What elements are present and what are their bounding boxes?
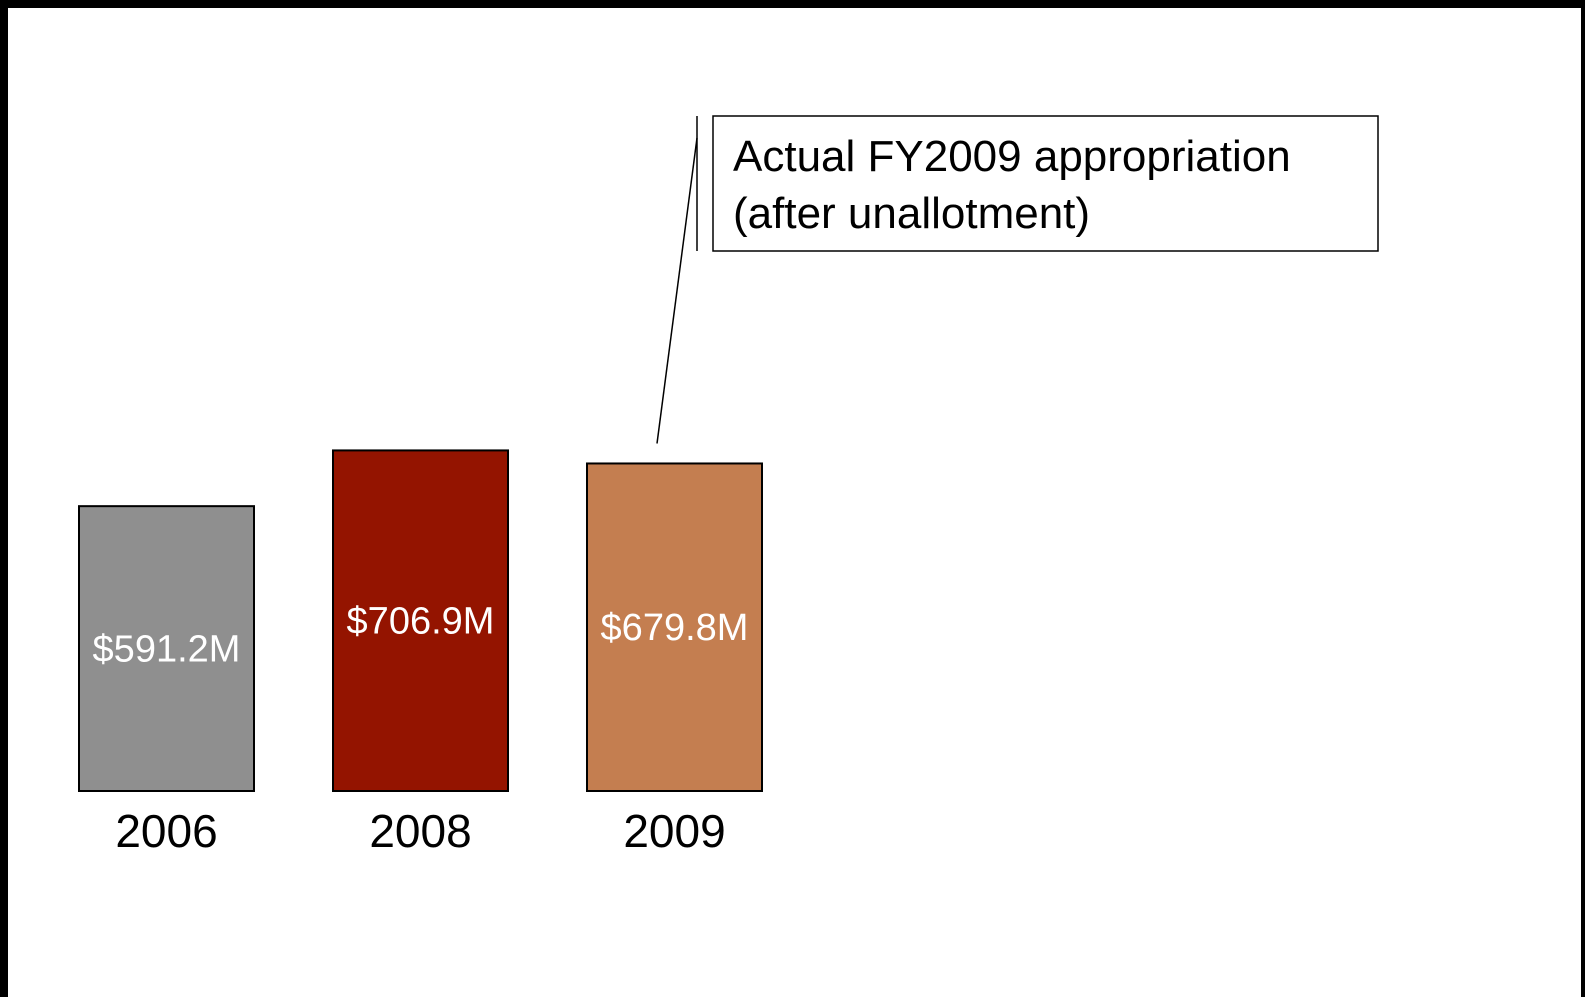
annotation-layer: Actual FY2009 appropriation (after unallo… (656, 115, 1379, 444)
bar-2009 (586, 462, 763, 792)
callout-text: Actual FY2009 appropriation (733, 132, 1291, 181)
callout-box (712, 115, 1379, 252)
bar-chart: $591.2M 2006 $706.9M 2008 $679.8M 2009 Actual… (78, 115, 1379, 857)
bar-value-label: $679.8M (601, 607, 749, 649)
callout-leader-line (656, 137, 698, 444)
bar-2008 (332, 449, 509, 792)
category-label: 2006 (115, 805, 217, 857)
callout-text: (after unallotment) (733, 189, 1090, 238)
category-label: 2009 (623, 805, 725, 857)
bars-layer: $591.2M 2006 $706.9M 2008 $679.8M 2009 (78, 449, 763, 857)
bar-2006 (78, 505, 255, 792)
bar-value-label: $706.9M (347, 601, 495, 643)
category-label: 2008 (369, 805, 471, 857)
bar-value-label: $591.2M (93, 629, 241, 671)
